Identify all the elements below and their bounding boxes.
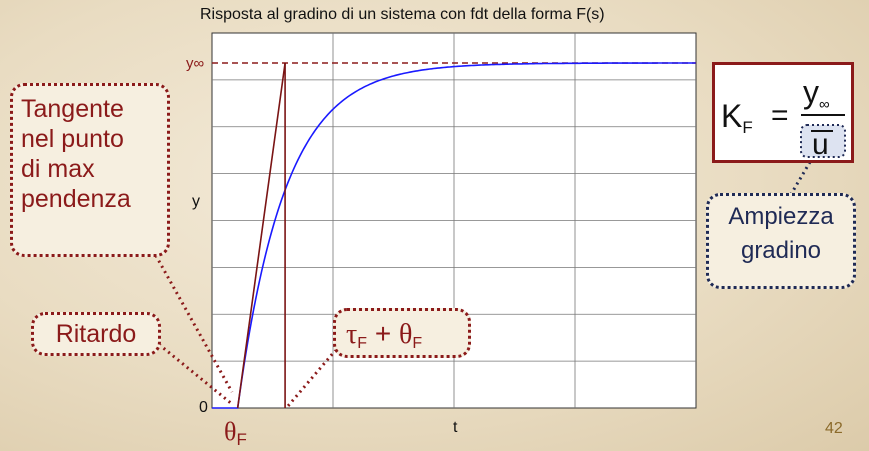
x-axis-label: t xyxy=(453,419,458,436)
gain-formula-box: KF = y∞ u xyxy=(712,62,854,163)
denominator-highlight xyxy=(800,124,846,158)
delay-callout: Ritardo xyxy=(31,312,161,356)
tangent-callout-line-1: Tangente xyxy=(21,95,124,123)
tau-theta-callout: τF + θF xyxy=(333,308,471,358)
response-curve xyxy=(212,62,696,409)
y-zero-label: 0 xyxy=(199,399,208,416)
equals-sign: = xyxy=(771,99,789,132)
tau-theta-text: τF + θF xyxy=(346,318,422,352)
tangent-callout: Tangente nel punto di max pendenza xyxy=(10,83,170,257)
dead-time-label: θF xyxy=(224,417,247,449)
tangent-line xyxy=(236,62,286,409)
formula-numerator: y∞ xyxy=(803,74,830,113)
plot-title: Risposta al gradino di un sistema con fd… xyxy=(200,6,605,23)
gain-formula: KF = y∞ u xyxy=(721,74,846,161)
formula-denominator: u xyxy=(812,128,829,160)
tangent-connector xyxy=(148,244,234,393)
y-axis-label: y xyxy=(192,193,200,210)
gain-symbol: KF xyxy=(721,98,753,137)
y-final-label: y∞ xyxy=(186,55,205,72)
tau-theta-expression: τF + θF xyxy=(346,318,422,352)
tangent-callout-line-3: di max xyxy=(21,155,95,183)
amplitude-line-2: gradino xyxy=(740,237,822,264)
tangent-callout-line-2: nel punto xyxy=(21,125,124,153)
step-amplitude-callout: Ampiezza gradino xyxy=(706,193,856,289)
slide-number: 42 xyxy=(825,420,843,437)
tangent-callout-line-4: pendenza xyxy=(21,185,131,213)
theta-subscript: F xyxy=(236,430,246,449)
amplitude-connector xyxy=(788,161,812,197)
tau-connector xyxy=(286,344,342,407)
amplitude-line-1: Ampiezza xyxy=(728,203,834,230)
grid xyxy=(212,33,696,408)
theta-symbol: θ xyxy=(224,417,236,446)
